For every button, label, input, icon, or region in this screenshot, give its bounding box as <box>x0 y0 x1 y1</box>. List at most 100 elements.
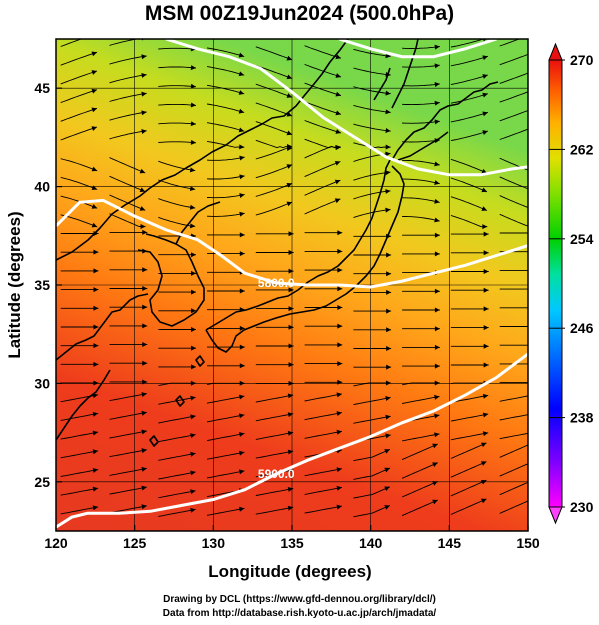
x-tick-label: 150 <box>516 535 540 551</box>
streamline <box>401 480 438 498</box>
streamline-arrow <box>432 443 438 449</box>
streamline-arrow <box>91 204 98 209</box>
streamline <box>499 500 528 514</box>
streamline <box>450 130 489 142</box>
streamline <box>109 175 146 193</box>
streamline-arrow <box>480 461 487 466</box>
streamline-arrow <box>288 362 294 368</box>
streamline-arrow <box>91 70 98 75</box>
streamline-arrow <box>532 393 537 398</box>
streamline-arrow <box>336 429 342 435</box>
streamline-arrow <box>335 73 341 78</box>
streamline-arrow <box>91 51 98 57</box>
streamline <box>158 85 197 88</box>
streamline <box>304 63 342 78</box>
streamline <box>255 146 293 160</box>
streamline <box>353 504 391 518</box>
streamline-arrow <box>483 343 489 349</box>
streamline <box>499 128 528 140</box>
streamline-arrow <box>337 286 343 292</box>
streamline-arrow <box>337 304 343 310</box>
streamline <box>109 74 147 84</box>
streamline-arrow <box>384 467 390 473</box>
streamline-arrow <box>434 432 440 438</box>
streamline-arrow <box>434 100 440 106</box>
streamline-arrow <box>191 252 197 258</box>
streamline-arrow <box>239 432 245 437</box>
streamline <box>158 415 196 424</box>
streamline <box>499 481 528 496</box>
streamline-arrow <box>532 361 537 366</box>
streamline <box>109 393 147 402</box>
streamline <box>158 198 196 209</box>
streamline-arrow <box>482 393 489 399</box>
streamline-arrow <box>286 74 293 80</box>
streamline-arrow <box>190 102 196 108</box>
streamline-arrow <box>142 229 148 235</box>
streamline-arrow <box>335 129 341 134</box>
streamline <box>109 55 147 65</box>
streamline-arrow <box>482 130 488 135</box>
streamline-arrow <box>385 207 391 213</box>
streamline <box>353 171 391 181</box>
streamline-arrow <box>532 430 537 435</box>
streamline <box>401 443 438 461</box>
streamline-arrow <box>385 144 391 150</box>
streamline-arrow <box>483 231 489 237</box>
streamline-arrow <box>434 180 440 186</box>
streamline <box>499 91 528 103</box>
streamline-arrow <box>336 392 342 398</box>
streamline-arrow <box>141 448 147 454</box>
streamline-arrow <box>434 44 440 50</box>
streamline <box>499 395 528 402</box>
streamline-arrow <box>434 119 440 125</box>
streamline-arrow <box>191 308 197 314</box>
streamline-arrow <box>434 288 440 294</box>
streamline-arrow <box>532 305 537 310</box>
streamline-arrow <box>190 65 196 71</box>
streamline-arrow <box>336 411 342 417</box>
streamline-arrow <box>238 90 245 95</box>
streamline-arrow <box>482 412 489 418</box>
streamline <box>450 413 489 422</box>
colorbar-tick-label: 238 <box>570 410 594 426</box>
y-tick-label: 45 <box>34 80 50 96</box>
streamline <box>304 393 342 402</box>
streamline-arrow <box>532 343 537 348</box>
colorbar-ticks: 270 262 254 246 238 230 <box>549 52 594 515</box>
streamline-arrow <box>140 224 146 230</box>
streamline-arrow <box>386 271 392 277</box>
streamline-arrow <box>190 451 196 457</box>
streamline-arrow <box>191 326 197 332</box>
streamline-arrow <box>142 360 148 366</box>
streamline <box>158 490 196 499</box>
streamline-arrow <box>139 187 146 193</box>
streamline-arrow <box>189 167 196 173</box>
colorbar-tick-label: 230 <box>570 499 594 515</box>
streamline <box>304 468 342 477</box>
streamline-arrow <box>239 506 245 512</box>
streamline <box>109 411 147 420</box>
streamline-arrow <box>530 498 536 503</box>
streamline-arrow <box>286 201 293 207</box>
streamline <box>60 89 98 104</box>
streamline <box>450 55 489 67</box>
streamline-arrow <box>532 380 537 385</box>
streamline <box>255 83 293 98</box>
streamline <box>353 467 391 480</box>
streamline <box>255 413 294 422</box>
streamline <box>353 486 391 499</box>
streamline <box>304 101 342 115</box>
streamline-arrow <box>92 505 99 511</box>
streamline-arrow <box>286 143 293 149</box>
streamline <box>255 488 294 496</box>
streamline-arrow <box>336 485 342 491</box>
streamline-arrow <box>141 54 147 60</box>
streamline-arrow <box>141 429 147 435</box>
coastlines <box>56 39 499 447</box>
streamline <box>60 126 98 141</box>
streamline <box>109 130 147 140</box>
streamline-arrow <box>530 32 536 37</box>
streamline <box>402 396 440 404</box>
streamline-arrow <box>286 55 293 61</box>
